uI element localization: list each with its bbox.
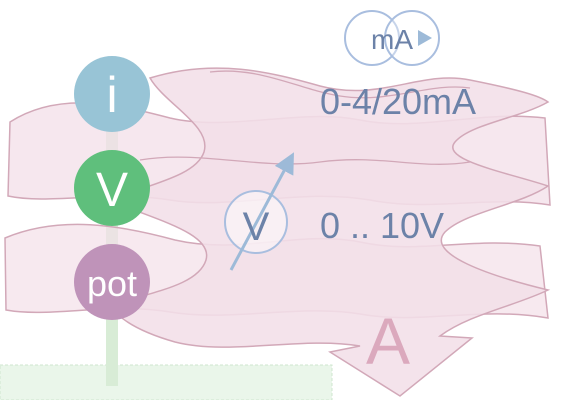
volt-range-label: 0 .. 10V (320, 205, 444, 246)
milliamp-arrow-icon (418, 30, 432, 46)
input-voltage-label: V (96, 164, 128, 217)
bottom-strip (0, 364, 333, 400)
input-pot-label: pot (87, 263, 137, 304)
input-voltage: V (74, 150, 150, 226)
milliamp-symbol: mA (371, 24, 413, 55)
input-current-label: i (106, 67, 117, 123)
milliamp-meter-icon: mA (344, 10, 440, 66)
volt-symbol: V (243, 205, 270, 249)
output-letter: A (366, 304, 410, 378)
wave-band-main (108, 67, 551, 397)
input-current: i (74, 56, 150, 132)
voltmeter-icon: V (224, 152, 294, 271)
variable-arrow-icon (229, 152, 294, 271)
wave-inner-outline (209, 70, 471, 99)
wave-inner-outline-2 (139, 156, 471, 165)
input-pot: pot (74, 244, 150, 320)
milliamp-range-label: 0-4/20mA (320, 81, 476, 122)
